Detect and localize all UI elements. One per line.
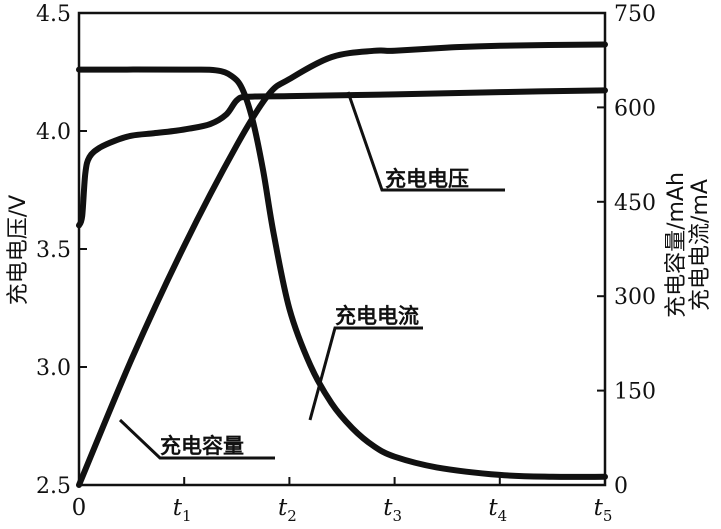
right-tick-label: 600 xyxy=(614,96,656,121)
x-tick-subscript: 5 xyxy=(603,507,613,525)
right-tick-label: 150 xyxy=(614,380,656,405)
x-tick-label: t5 xyxy=(594,495,613,525)
annotation-leader-voltage xyxy=(346,91,505,192)
left-axis-label: 充电电压/V xyxy=(6,195,31,305)
tick-labels: 2.5 3.0 3.5 4.0 4.5 0 150 300 450 600 750 0 t1 t2 t3 t4… xyxy=(36,2,656,525)
series-capacity xyxy=(76,41,608,488)
right-tick-label: 450 xyxy=(614,191,656,216)
right-tick-label: 300 xyxy=(614,285,656,310)
x-tick-subscript: 2 xyxy=(287,507,297,525)
series-current xyxy=(76,66,608,480)
left-tick-label: 3.0 xyxy=(36,356,71,381)
right-tick-label: 750 xyxy=(614,2,656,27)
annotation-leader-current xyxy=(308,326,423,421)
annotation-capacity: 充电容量 xyxy=(160,434,244,458)
x-tick-label: 0 xyxy=(72,495,87,521)
series-voltage xyxy=(76,87,608,229)
annotation-leader-capacity xyxy=(118,418,275,460)
plot-frame xyxy=(77,11,607,487)
left-tick-label: 4.5 xyxy=(36,2,71,27)
right-tick-label: 0 xyxy=(614,474,628,499)
left-tick-label: 4.0 xyxy=(36,120,71,145)
x-tick-label: t3 xyxy=(383,495,402,525)
x-tick-label: t2 xyxy=(278,495,297,525)
x-tick-subscript: 1 xyxy=(182,507,192,525)
annotation-current: 充电电流 xyxy=(335,304,419,328)
annotation-voltage: 充电电压 xyxy=(385,167,469,191)
right-axis-label-capacity: 充电容量/mAh xyxy=(664,172,689,318)
x-tick-subscript: 4 xyxy=(498,507,508,525)
x-tick-label: t4 xyxy=(488,495,507,525)
left-tick-label: 3.5 xyxy=(36,238,71,263)
x-tick-label: t1 xyxy=(173,495,192,525)
right-axis-label-current: 充电电流/mA xyxy=(688,179,713,311)
x-tick-subscript: 3 xyxy=(392,507,402,525)
left-tick-label: 2.5 xyxy=(36,474,71,499)
series-lines xyxy=(76,41,608,488)
